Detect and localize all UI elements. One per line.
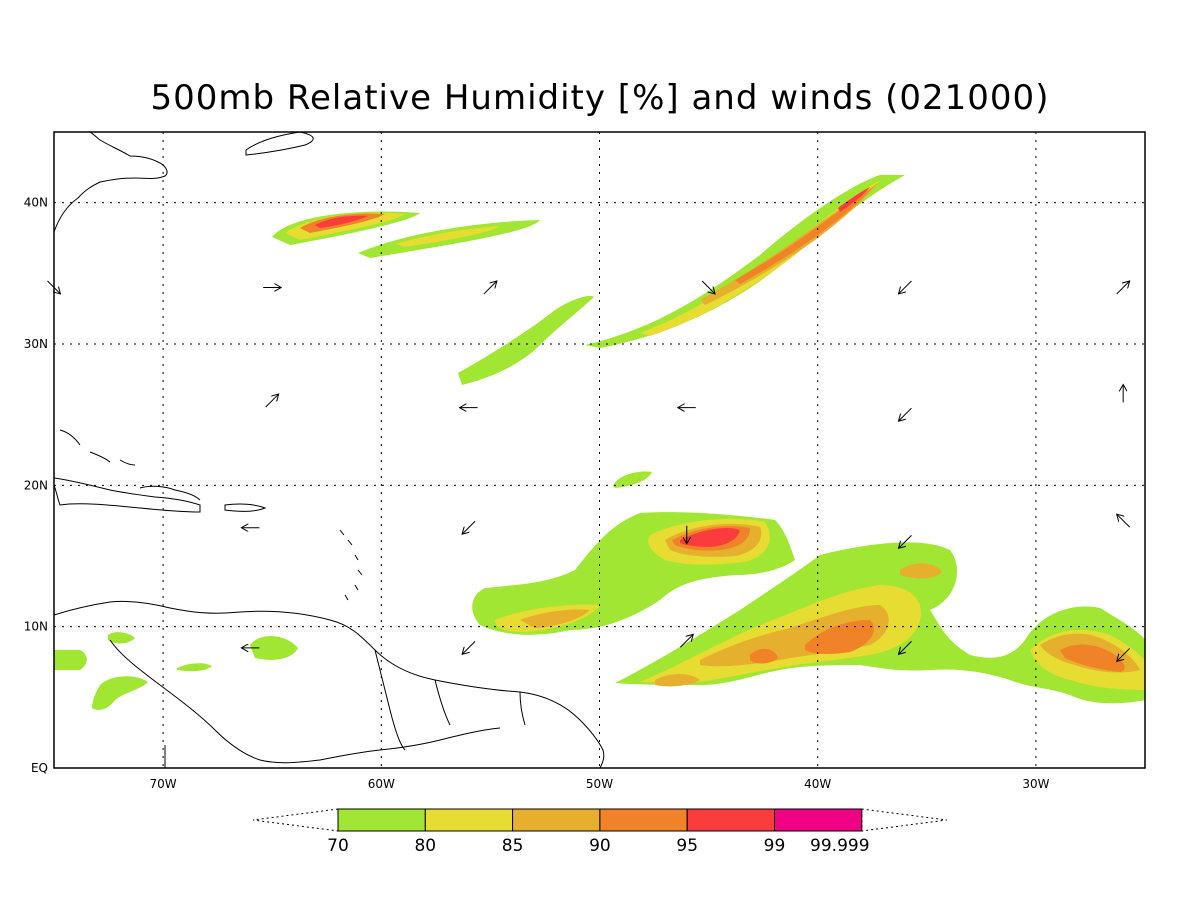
cuba-coast <box>54 477 201 513</box>
latitude-tick-labels: EQ 10N 20N 30N 40N <box>24 196 48 775</box>
wind-arrow <box>899 407 912 421</box>
wind-arrow <box>899 535 912 548</box>
lon-tick-label: 50W <box>586 777 613 791</box>
longitude-tick-labels: 70W 60W 50W 40W 30W <box>150 777 1050 791</box>
wind-arrow <box>899 641 912 654</box>
lat-tick-label: 10N <box>24 620 48 634</box>
colorbar-level-label: 80 <box>414 836 436 856</box>
wind-arrow <box>701 280 715 294</box>
wind-arrow <box>483 281 497 295</box>
moist-patch-20n-48w <box>613 471 652 488</box>
colorbar-swatch <box>512 808 601 832</box>
moist-area-16n-45w <box>472 512 795 635</box>
itcz-moist-band <box>615 542 1145 704</box>
wind-arrow <box>1116 281 1130 295</box>
bahamas-coast <box>59 429 136 466</box>
lat-tick-label: 40N <box>24 196 48 210</box>
colorbar-level-label: 99.999 <box>810 836 869 856</box>
lon-tick-label: 60W <box>368 777 395 791</box>
moist-band-38n-62w <box>272 211 420 245</box>
moist-area-11n-52w <box>495 604 600 632</box>
wind-arrow <box>265 394 279 408</box>
hispaniola-coast <box>139 485 201 501</box>
map-frame <box>53 131 1146 769</box>
lat-tick-label: 20N <box>24 478 48 492</box>
colorbar-level-label: 85 <box>502 836 524 856</box>
colorbar-swatch <box>599 808 688 832</box>
wind-arrow <box>679 634 693 648</box>
wind-arrow <box>462 520 476 534</box>
south-america-interior <box>109 639 526 768</box>
puerto-rico-coast <box>224 503 267 512</box>
wind-arrow <box>462 641 476 654</box>
coastline-layer <box>54 132 605 768</box>
lon-tick-label: 40W <box>804 777 831 791</box>
lon-tick-label: 70W <box>150 777 177 791</box>
moist-filament-32n-53w <box>458 295 594 385</box>
lon-tick-label: 30W <box>1022 777 1049 791</box>
lat-lon-grid <box>54 132 1145 768</box>
colorbar-over-triangle <box>861 808 947 832</box>
colorbar-level-label: 90 <box>589 836 611 856</box>
moist-patches-west <box>54 632 298 710</box>
colorbar-under-triangle <box>252 808 339 832</box>
colorbar-level-label: 70 <box>327 836 349 856</box>
colorbar-swatch <box>424 808 514 832</box>
map-title: 500mb Relative Humidity [%] and winds (0… <box>150 78 1050 118</box>
colorbar-swatch <box>774 808 863 832</box>
humidity-field-layer <box>54 175 1145 710</box>
moist-band-37n-57w <box>358 220 540 258</box>
lesser-antilles <box>339 529 363 601</box>
lat-tick-label: 30N <box>24 337 48 351</box>
colorbar: 70 80 85 90 95 99 99.999 <box>252 808 947 856</box>
colorbar-swatch <box>337 808 426 832</box>
wind-arrow <box>1117 648 1131 661</box>
colorbar-level-label: 95 <box>676 836 698 856</box>
moist-band-sw-ne <box>585 175 905 348</box>
colorbar-swatch <box>686 808 776 832</box>
wind-arrow <box>1117 514 1131 528</box>
lat-tick-label: EQ <box>31 761 48 775</box>
wind-arrow <box>899 280 912 294</box>
nova-scotia-coast <box>245 132 314 156</box>
colorbar-level-label: 99 <box>764 836 786 856</box>
north-america-coast <box>54 132 168 233</box>
